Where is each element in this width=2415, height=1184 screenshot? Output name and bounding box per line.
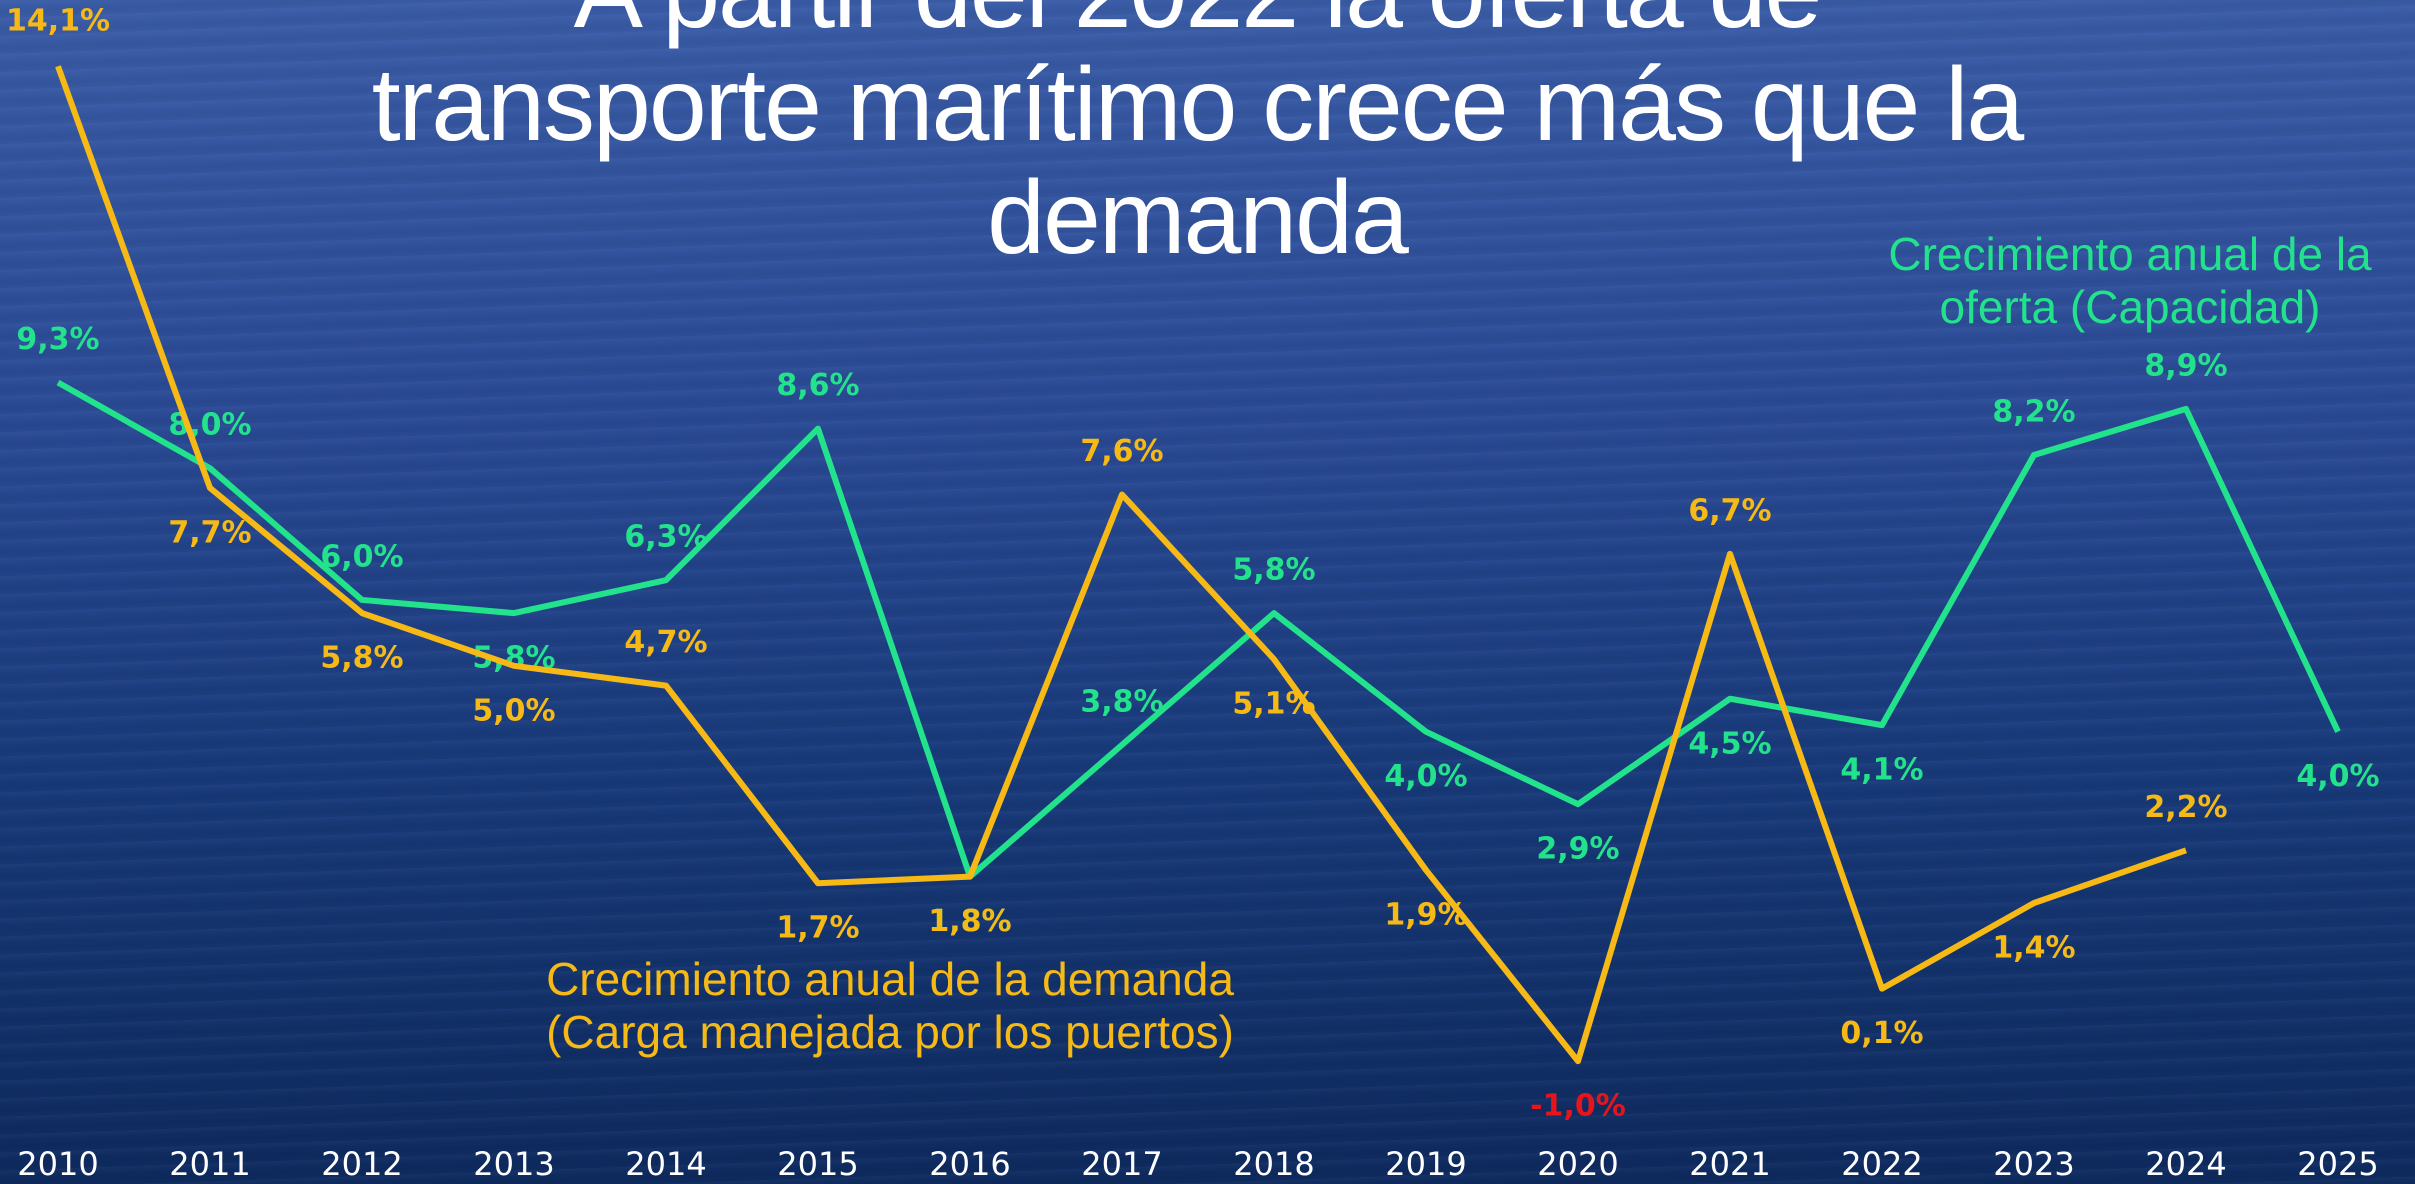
x-tick-label: 2012 — [321, 1145, 402, 1183]
value-label: 2,9% — [1536, 832, 1619, 867]
x-tick-label: 2021 — [1689, 1145, 1770, 1183]
value-label: 8,6% — [776, 368, 859, 403]
x-tick-label: 2011 — [169, 1145, 250, 1183]
value-label: 4,0% — [2296, 759, 2379, 794]
series-line — [58, 383, 2338, 877]
value-label: 9,3% — [16, 322, 99, 357]
value-label: 6,7% — [1688, 493, 1771, 528]
value-label: 4,0% — [1384, 759, 1467, 794]
page: A partir del 2022 la oferta de transport… — [0, 0, 2415, 1184]
value-label: -1,0% — [1530, 1089, 1626, 1124]
value-label: 6,0% — [320, 539, 403, 574]
value-label: 1,9% — [1384, 898, 1467, 933]
value-label: 8,9% — [2144, 348, 2227, 383]
x-tick-label: 2015 — [777, 1145, 858, 1183]
value-label: 3,8% — [1080, 684, 1163, 719]
x-tick-label: 2024 — [2145, 1145, 2226, 1183]
x-tick-label: 2020 — [1537, 1145, 1618, 1183]
value-label: 1,4% — [1992, 931, 2075, 966]
x-tick-label: 2022 — [1841, 1145, 1922, 1183]
x-tick-label: 2017 — [1081, 1145, 1162, 1183]
x-tick-label: 2014 — [625, 1145, 706, 1183]
value-label: 4,5% — [1688, 726, 1771, 761]
value-label: 4,7% — [624, 625, 707, 660]
x-tick-label: 2010 — [17, 1145, 98, 1183]
value-label: 0,1% — [1840, 1016, 1923, 1051]
value-label: 5,0% — [472, 693, 555, 728]
value-label: 7,6% — [1080, 434, 1163, 469]
value-label: 7,7% — [168, 515, 251, 550]
x-tick-label: 2019 — [1385, 1145, 1466, 1183]
value-label: 1,8% — [928, 904, 1011, 939]
value-label: 2,2% — [2144, 790, 2227, 825]
value-label: 4,1% — [1840, 753, 1923, 788]
value-label: 8,2% — [1992, 395, 2075, 430]
x-tick-label: 2013 — [473, 1145, 554, 1183]
value-label: 1,7% — [776, 911, 859, 946]
value-label: 14,1% — [6, 4, 110, 39]
x-tick-label: 2023 — [1993, 1145, 2074, 1183]
value-label: 5,8% — [1232, 553, 1315, 588]
value-label: 5,1% — [1232, 687, 1315, 722]
value-label: 5,8% — [320, 641, 403, 676]
chart: 2010 2011 2012 2013 2014 2015 2016 2017 2018 2019… — [0, 0, 2415, 1184]
x-tick-label: 2016 — [929, 1145, 1010, 1183]
value-label: 6,3% — [624, 520, 707, 555]
x-tick-label: 2025 — [2297, 1145, 2378, 1183]
x-tick-label: 2018 — [1233, 1145, 1314, 1183]
